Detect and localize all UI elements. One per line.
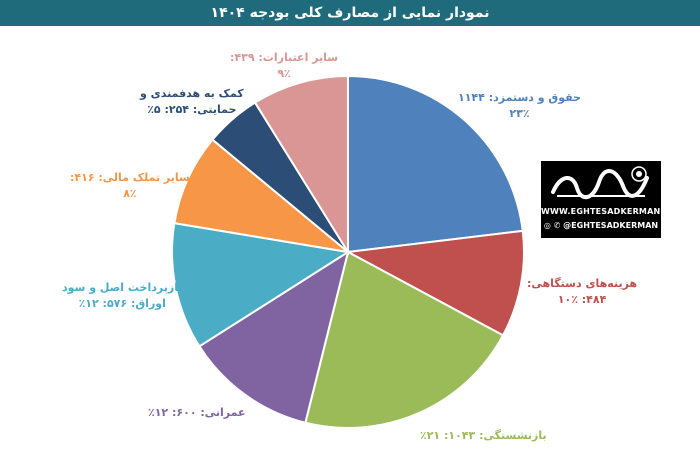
label-other-financial: سایر تملک مالی: ۴۱۶: ۸٪ [70,171,190,200]
pie-slice-retirement [304,250,505,429]
watermark-logo: WWW.EGHTESADKERMAN.IR ◎ ✆ @EGHTESADKERMA… [541,161,674,238]
pie-slice-other-financial [173,138,352,254]
eghtesad-kerman-logo-icon [547,164,655,202]
watermark-social: ◎ ✆ @EGHTESADKERMAN [543,221,659,230]
label-other-credits: سایر اعتبارات: ۴۳۹: ۹٪ [230,51,339,80]
label-construction: عمرانی: ۶۰۰: ۱۲٪ [148,406,246,419]
pie-slice-bond-repayment [171,221,351,348]
label-targeted-support: کمک به هدفمندی و حمایتی: ۲۵۴: ۵٪ [140,87,244,116]
watermark-url: WWW.EGHTESADKERMAN.IR [541,207,674,216]
label-agency-costs: هزینه‌های دستگاهی: ۴۸۴: ۱۰٪ [527,277,638,306]
pie-chart [171,74,525,429]
pie-slice-agency-costs [344,229,525,337]
pie-slice-salaries [347,74,524,254]
pie-slice-other-credits [253,74,349,256]
label-retirement: بازنشستگی: ۱۰۴۳: ۲۱٪ [420,429,547,442]
pie-slice-construction [198,249,350,424]
chart-title-bar: نمودار نمایی از مصارف کلی بودجه ۱۴۰۴ [0,0,700,26]
label-salaries: حقوق و دستمزد: ۱۱۴۴ ۲۳٪ [458,91,581,120]
label-bond-repayment: بازپرداخت اصل و سود اوراق: ۵۷۶: ۱۲٪ [62,281,183,310]
chart-title: نمودار نمایی از مصارف کلی بودجه ۱۴۰۴ [210,5,490,21]
